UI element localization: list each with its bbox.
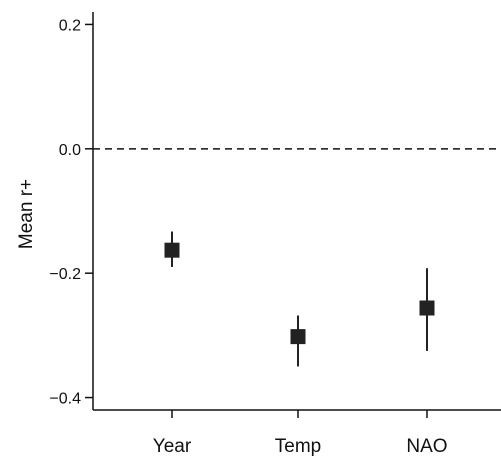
x-ticks: Year Temp NAO (153, 410, 448, 457)
plot-area (92, 12, 501, 411)
y-tick-label: 0.2 (59, 17, 81, 34)
y-tick-label: −0.4 (49, 391, 81, 408)
x-tick-label: Temp (275, 436, 321, 457)
data-point-marker (419, 300, 435, 316)
y-axis-title: Mean r+ (16, 179, 37, 249)
x-tick-label: Year (153, 436, 192, 457)
data-point-marker (164, 242, 180, 258)
x-tick-label: NAO (406, 436, 447, 457)
y-tick-label: 0.0 (59, 142, 81, 159)
y-tick-label: −0.2 (49, 266, 81, 283)
y-ticks: 0.2 0.0 −0.2 −0.4 (49, 17, 93, 408)
data-marks (164, 231, 435, 367)
data-point-marker (290, 329, 306, 345)
